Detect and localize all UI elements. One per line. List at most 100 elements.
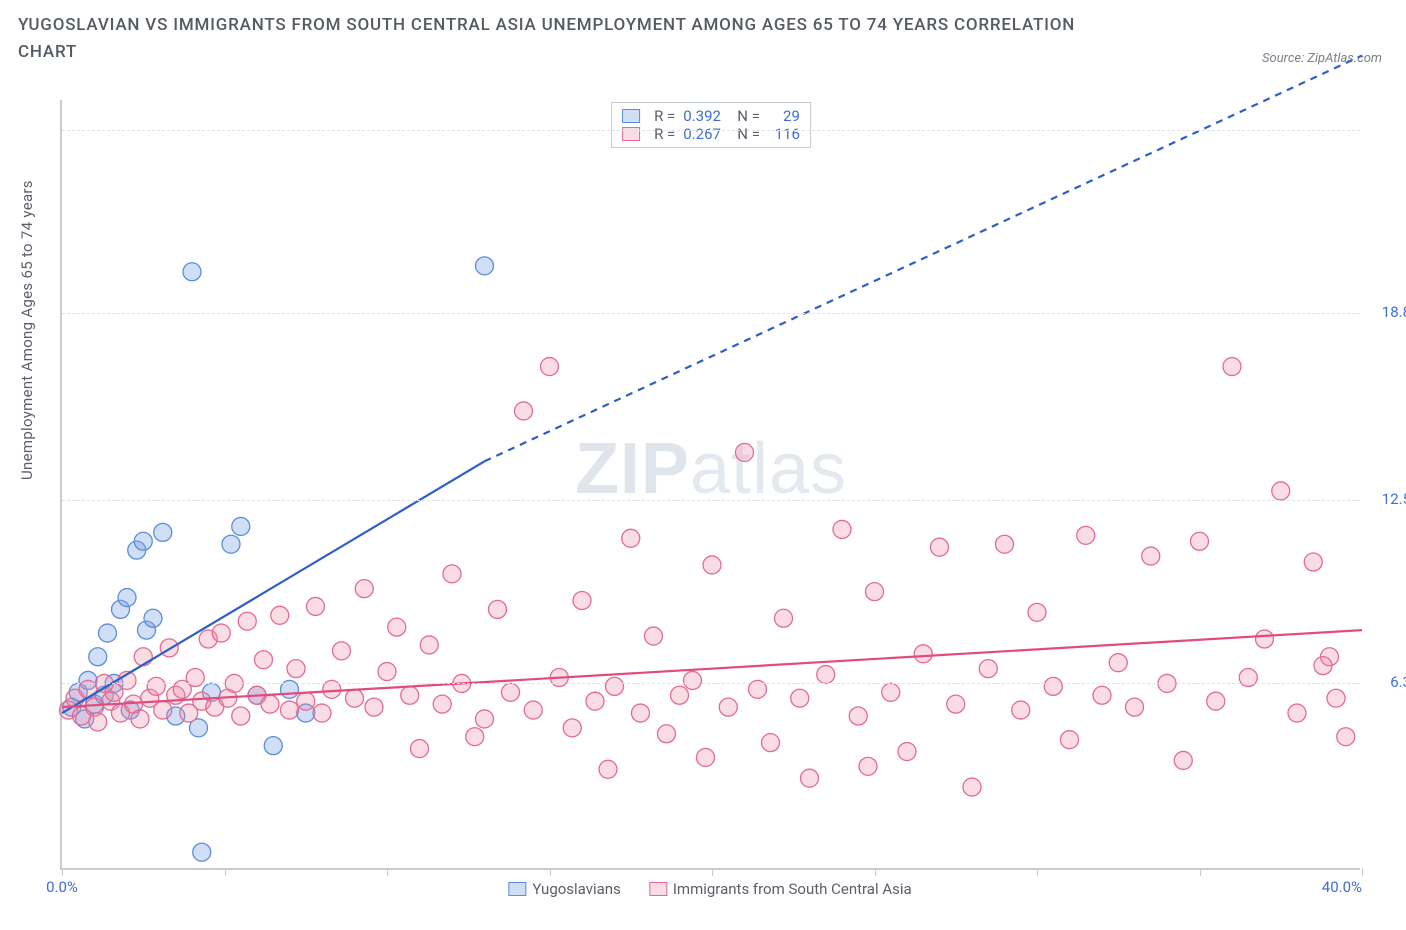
data-point xyxy=(703,556,721,574)
data-point xyxy=(1028,603,1046,621)
data-point xyxy=(599,760,617,778)
legend-label: Immigrants from South Central Asia xyxy=(673,880,912,898)
x-tick xyxy=(1037,868,1038,876)
x-tick xyxy=(875,868,876,876)
data-point xyxy=(914,645,932,663)
stat-r-label: R = xyxy=(654,107,675,125)
data-point xyxy=(898,743,916,761)
data-point xyxy=(1061,731,1079,749)
data-point xyxy=(1288,704,1306,722)
data-point xyxy=(154,523,172,541)
data-point xyxy=(586,692,604,710)
data-point xyxy=(297,692,315,710)
stat-row: R = 0.267 N = 116 xyxy=(622,125,800,143)
data-point xyxy=(622,529,640,547)
stat-r-value: 0.267 xyxy=(683,125,729,143)
legend-label: Yugoslavians xyxy=(532,880,621,898)
data-point xyxy=(420,636,438,654)
grid-line xyxy=(62,683,1360,684)
data-point xyxy=(1126,698,1144,716)
data-point xyxy=(996,535,1014,553)
data-point xyxy=(849,707,867,725)
data-point xyxy=(89,713,107,731)
data-point xyxy=(1174,751,1192,769)
data-point xyxy=(287,660,305,678)
data-point xyxy=(775,609,793,627)
stat-box: R = 0.392 N = 29R = 0.267 N = 116 xyxy=(611,102,811,148)
y-tick-label: 18.8% xyxy=(1382,303,1406,321)
data-point xyxy=(573,592,591,610)
data-point xyxy=(378,663,396,681)
data-point xyxy=(154,701,172,719)
data-point xyxy=(232,517,250,535)
data-point xyxy=(1223,358,1241,376)
stat-n-value: 116 xyxy=(768,125,800,143)
data-point xyxy=(1256,630,1274,648)
data-point xyxy=(183,263,201,281)
data-point xyxy=(632,704,650,722)
data-point xyxy=(193,843,211,861)
data-point xyxy=(859,757,877,775)
grid-line xyxy=(62,500,1360,501)
data-point xyxy=(979,660,997,678)
y-tick-label: 6.3% xyxy=(1390,673,1406,691)
data-point xyxy=(89,648,107,666)
data-point xyxy=(1077,526,1095,544)
legend-bottom: Yugoslavians Immigrants from South Centra… xyxy=(508,880,911,898)
data-point xyxy=(346,689,364,707)
legend-item: Yugoslavians xyxy=(508,880,621,898)
data-point xyxy=(489,600,507,618)
stat-n-value: 29 xyxy=(768,107,800,125)
data-point xyxy=(134,532,152,550)
data-point xyxy=(1012,701,1030,719)
x-tick xyxy=(550,868,551,876)
data-point xyxy=(1093,686,1111,704)
legend-swatch xyxy=(508,882,526,896)
stat-r-label: R = xyxy=(654,125,675,143)
data-point xyxy=(388,618,406,636)
data-point xyxy=(719,698,737,716)
data-point xyxy=(817,666,835,684)
data-point xyxy=(401,686,419,704)
legend-swatch xyxy=(649,882,667,896)
legend-item: Immigrants from South Central Asia xyxy=(649,880,912,898)
grid-line xyxy=(62,313,1360,314)
data-point xyxy=(476,257,494,275)
data-point xyxy=(264,737,282,755)
data-point xyxy=(232,707,250,725)
data-point xyxy=(333,642,351,660)
chart-area: ZIPatlas R =0.392N =29R =0.267N =116 6.3… xyxy=(60,100,1360,870)
data-point xyxy=(1044,677,1062,695)
data-point xyxy=(281,701,299,719)
x-tick xyxy=(387,868,388,876)
stat-row: R =0.392N =29 xyxy=(622,107,800,125)
stat-r-value: 0.392 xyxy=(683,107,729,125)
data-point xyxy=(658,725,676,743)
data-point xyxy=(541,358,559,376)
x-tick-label: 0.0% xyxy=(46,878,78,896)
x-tick xyxy=(1362,868,1363,876)
data-point xyxy=(736,443,754,461)
data-point xyxy=(144,609,162,627)
data-point xyxy=(131,710,149,728)
stat-n-label: N = xyxy=(737,125,760,143)
x-tick xyxy=(62,868,63,876)
data-point xyxy=(313,704,331,722)
data-point xyxy=(1109,654,1127,672)
trend-line xyxy=(62,630,1362,707)
y-axis-label: Unemployment Among Ages 65 to 74 years xyxy=(18,180,36,480)
data-point xyxy=(502,683,520,701)
data-point xyxy=(1272,482,1290,500)
x-tick xyxy=(225,868,226,876)
data-point xyxy=(515,402,533,420)
x-tick-label: 40.0% xyxy=(1322,878,1362,896)
data-point xyxy=(833,520,851,538)
data-point xyxy=(645,627,663,645)
data-point xyxy=(271,606,289,624)
x-tick xyxy=(712,868,713,876)
data-point xyxy=(697,748,715,766)
data-point xyxy=(365,698,383,716)
data-point xyxy=(791,689,809,707)
x-tick xyxy=(1200,868,1201,876)
data-point xyxy=(1142,547,1160,565)
